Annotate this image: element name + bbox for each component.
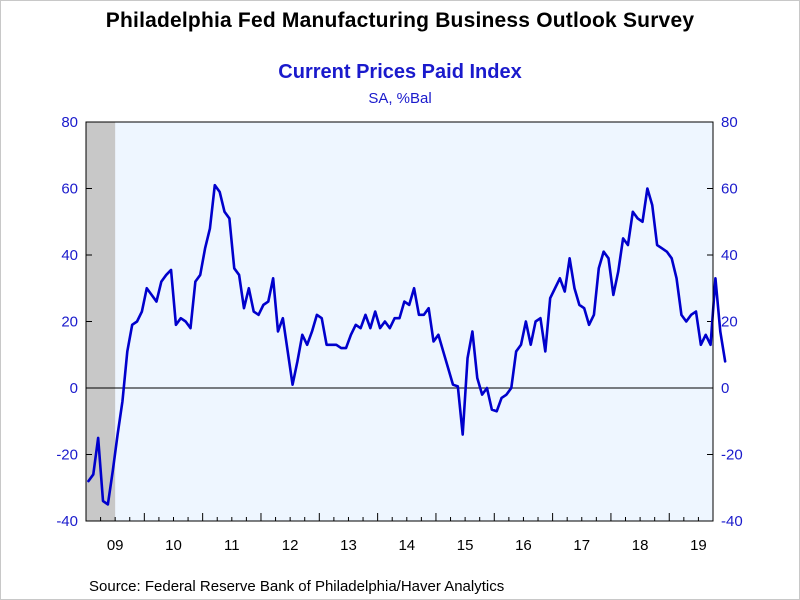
chart-subtitle: Current Prices Paid Index xyxy=(278,61,522,83)
y-tick-label-right: -40 xyxy=(721,513,743,530)
plot-area xyxy=(86,122,713,521)
axis-labels: -40 -40 -20 -20 0 0 20 20 40 40 60 60 80 80 09 10 11 12 13… xyxy=(56,114,742,554)
chart-units: SA, %Bal xyxy=(368,90,432,107)
y-tick-label-left: -40 xyxy=(56,513,78,530)
x-tick-label: 13 xyxy=(340,537,357,554)
x-tick-label: 15 xyxy=(457,537,474,554)
source-note: Source: Federal Reserve Bank of Philadel… xyxy=(89,578,505,595)
y-tick-label-left: 80 xyxy=(61,114,78,131)
y-tick-label-right: 60 xyxy=(721,181,738,198)
y-tick-label-left: 20 xyxy=(61,314,78,331)
y-tick-label-right: 20 xyxy=(721,314,738,331)
x-tick-label: 11 xyxy=(224,537,240,554)
x-tick-label: 18 xyxy=(632,537,649,554)
x-tick-label: 17 xyxy=(573,537,590,554)
y-tick-label-right: 80 xyxy=(721,114,738,131)
y-tick-label-right: 40 xyxy=(721,247,738,264)
x-tick-label: 16 xyxy=(515,537,532,554)
x-tick-label: 10 xyxy=(165,537,182,554)
series-line-prices-paid xyxy=(87,183,727,506)
y-tick-label-left: 60 xyxy=(61,181,78,198)
x-tick-label: 14 xyxy=(398,537,415,554)
x-tick-label: 09 xyxy=(107,537,124,554)
x-tick-label: 12 xyxy=(282,537,299,554)
y-tick-label-right: 0 xyxy=(721,380,729,397)
y-tick-label-left: 0 xyxy=(70,380,78,397)
chart-title: Philadelphia Fed Manufacturing Business … xyxy=(105,9,695,32)
y-tick-label-left: -20 xyxy=(56,447,78,464)
x-tick-label: 19 xyxy=(690,537,707,554)
plot-border xyxy=(85,121,714,522)
y-tick-label-right: -20 xyxy=(721,447,743,464)
y-tick-label-left: 40 xyxy=(61,247,78,264)
